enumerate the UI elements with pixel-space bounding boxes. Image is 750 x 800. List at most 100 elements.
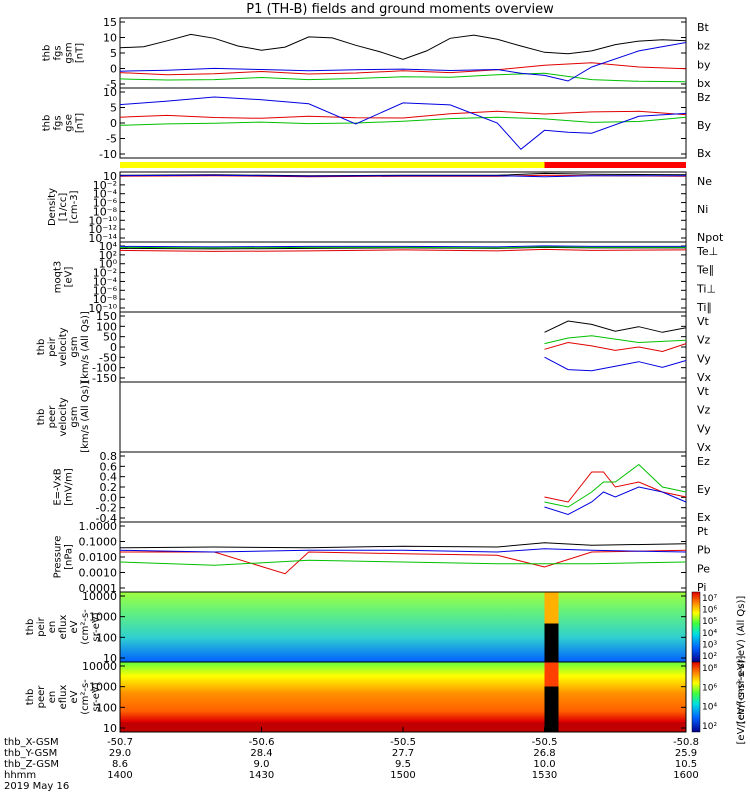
legend-by: by xyxy=(697,58,711,71)
ephemeris-label: thb_Z-GSM xyxy=(4,759,59,770)
mode-bar-fast xyxy=(544,162,686,168)
y-tick-label: 10⁻¹² xyxy=(88,223,117,236)
y-tick-label: 150 xyxy=(96,310,117,323)
colorbar-tick: 10² xyxy=(702,652,717,662)
ephemeris-label: thb_Y-GSM xyxy=(4,748,57,759)
legend-Te∥: Te∥ xyxy=(696,264,714,277)
legend-Pi: Pi xyxy=(697,581,706,594)
ephemeris-label: hhmm xyxy=(4,770,36,781)
y-axis-label: thb peir en eflux eV (cm²-s-sr-eV) xyxy=(25,609,102,645)
legend-Npot: Npot xyxy=(697,231,724,244)
legend-Vy: Vy xyxy=(697,352,711,365)
y-label-line: peir xyxy=(36,616,47,636)
y-label-line: peir xyxy=(47,336,58,356)
y-label-line: sr-eV) xyxy=(91,612,102,641)
colorbar-strip xyxy=(691,661,701,733)
y-label-line: eV xyxy=(69,620,80,633)
legend-By: By xyxy=(697,119,712,132)
series-line-Vy xyxy=(544,335,687,345)
spectrogram-gap-top xyxy=(544,662,559,687)
ephemeris-value: 1500 xyxy=(390,770,415,781)
y-tick-label: 100 xyxy=(96,320,117,333)
y-tick-label: 100 xyxy=(96,631,117,644)
y-label-line: [eV] xyxy=(64,267,75,288)
colorbar-label: [eV/(cm²-s-sr-eV) (All Qs)] xyxy=(736,596,747,725)
series-line-Ex xyxy=(544,486,687,516)
spectrogram-gap xyxy=(544,686,559,732)
legend-Ne: Ne xyxy=(697,175,712,188)
y-tick-label: 10⁻¹⁰ xyxy=(88,214,117,227)
y-tick-label: 10 xyxy=(103,652,117,665)
legend-Vt: Vt xyxy=(697,315,710,328)
y-tick-label: 10 xyxy=(103,86,117,99)
y-tick-label: 5 xyxy=(110,102,117,115)
y-tick-label: 100 xyxy=(96,701,117,714)
spectrogram-fill xyxy=(120,592,686,662)
y-label-line: fgs xyxy=(53,45,64,60)
colorbar-tick: 10⁵ xyxy=(702,617,717,627)
ephemeris-value: -50.5 xyxy=(532,737,558,748)
y-label-line: thb xyxy=(36,409,47,426)
series-line-Bt xyxy=(119,33,687,60)
series-line-bz xyxy=(119,62,687,76)
y-tick-label: 0.6 xyxy=(100,460,118,473)
colorbar-tick: 10⁷ xyxy=(702,594,717,604)
ephemeris-value: 1400 xyxy=(107,770,132,781)
legend-Ti∥: Ti∥ xyxy=(696,301,712,314)
y-axis-label: thb fgs gse [nT] xyxy=(42,113,86,133)
y-label-line: peer xyxy=(36,685,47,709)
panel-fgs-gse: 10 5 0 -5 -10 thb fgs gse [nT] Bz By Bx xyxy=(42,86,712,161)
y-tick-label: 0 xyxy=(110,341,117,354)
series-line-Pb xyxy=(120,549,687,575)
y-label-line: eflux xyxy=(58,685,69,710)
y-tick-label: 15 xyxy=(103,16,117,29)
y-tick-label: 10⁻² xyxy=(93,179,117,192)
y-label-line: gse xyxy=(64,114,75,132)
legend-Pt: Pt xyxy=(697,525,709,538)
y-tick-label: -10 xyxy=(99,148,117,161)
y-tick-label: 0.0 xyxy=(100,491,118,504)
y-tick-label: 5 xyxy=(110,47,117,60)
y-label-line: Density xyxy=(47,188,58,226)
y-label-line: moqt3 xyxy=(53,261,64,294)
legend-Pb: Pb xyxy=(697,544,711,557)
legend-Ey: Ey xyxy=(697,483,711,496)
y-tick-label: 50 xyxy=(103,331,117,344)
y-label-line: en xyxy=(47,621,58,634)
ephemeris-value: -50.7 xyxy=(107,737,133,748)
ephemeris-value: 9.5 xyxy=(395,759,411,770)
ephemeris-value: -50.8 xyxy=(673,737,699,748)
legend-Pe: Pe xyxy=(697,562,710,575)
spectrogram-gap-top xyxy=(544,592,559,624)
legend-Vx: Vx xyxy=(697,441,712,454)
series-line-Pi xyxy=(119,548,687,553)
y-tick-label: -150 xyxy=(92,372,117,385)
legend-Vz: Vz xyxy=(697,404,711,417)
panel-peer-spectrogram: 10⁸ 10⁶ 10⁴ 10² [eV/(cm²-s-sr-eV)] 10000 1000 1… xyxy=(25,655,747,744)
y-tick-label: 10⁻⁴ xyxy=(93,188,118,201)
legend-Vy: Vy xyxy=(697,422,711,435)
series-line-By xyxy=(119,116,687,126)
panel-frame xyxy=(119,381,687,453)
series-line-Vx xyxy=(544,356,687,372)
legend-Vz: Vz xyxy=(697,334,711,347)
series-line-Pt xyxy=(119,542,687,549)
y-tick-label: 10 xyxy=(103,32,117,45)
y-tick-label: -5 xyxy=(106,133,117,146)
y-tick-label: 0.4 xyxy=(100,471,118,484)
y-label-line: [1/cc] xyxy=(58,193,69,222)
legend-Vx: Vx xyxy=(697,371,712,384)
ephemeris-label: thb_X-GSM xyxy=(4,737,59,748)
y-tick-label: 1000 xyxy=(89,681,117,694)
y-label-line: [cm-3] xyxy=(69,190,80,223)
y-label-line: thb xyxy=(42,115,53,132)
y-tick-label: 0.2 xyxy=(100,481,118,494)
colorbar-tick: 10⁴ xyxy=(702,703,717,713)
y-tick-label: 10⁻¹⁴ xyxy=(88,232,117,245)
spectrogram-gap xyxy=(544,623,559,662)
series-line-Ey xyxy=(544,463,687,508)
y-label-line: [km/s (All Qs)] xyxy=(80,381,91,453)
y-axis-label: E=-VxB [mV/m] xyxy=(53,468,75,506)
